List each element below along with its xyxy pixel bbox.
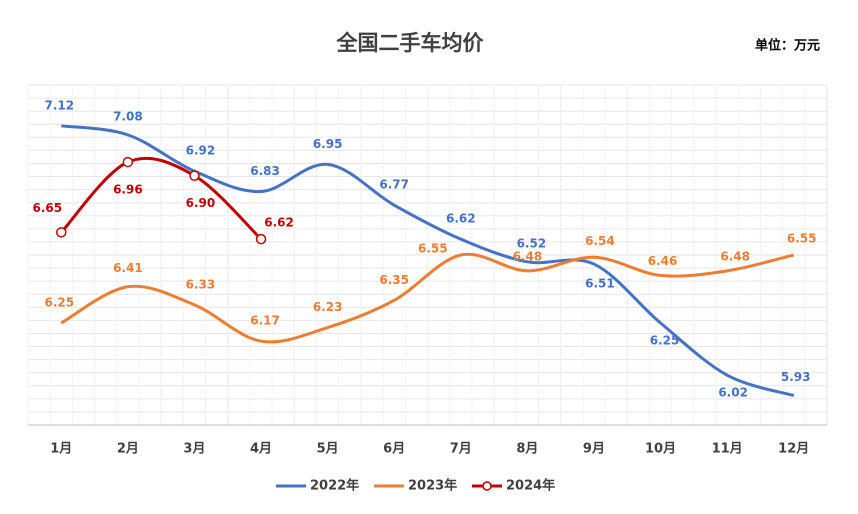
data-label: 7.12: [44, 98, 74, 112]
unit-note: 单位：万元: [755, 38, 820, 54]
data-label: 6.96: [113, 183, 143, 197]
data-label: 6.46: [648, 254, 678, 268]
data-label: 6.65: [32, 201, 62, 215]
data-label: 5.93: [781, 370, 811, 384]
legend-label: 2022年: [310, 478, 359, 494]
data-label: 6.55: [418, 242, 448, 256]
x-tick-label: 9月: [583, 442, 605, 457]
chart-title: 全国二手车均价: [336, 31, 485, 55]
data-label: 6.48: [513, 249, 543, 263]
x-tick-label: 8月: [516, 442, 538, 457]
series-line: [61, 124, 795, 397]
legend-marker: [482, 481, 492, 491]
x-tick-label: 10月: [645, 442, 676, 457]
data-label: 6.92: [186, 144, 216, 158]
x-tick-label: 5月: [317, 442, 339, 457]
data-label: 6.25: [44, 296, 74, 310]
marker: [122, 156, 134, 168]
data-label: 6.90: [186, 196, 216, 210]
data-label: 6.35: [379, 273, 409, 287]
data-label: 6.23: [313, 300, 343, 314]
x-tick-label: 11月: [712, 442, 743, 457]
series-line: [60, 156, 263, 241]
x-tick-label: 1月: [50, 442, 72, 457]
marker: [255, 233, 267, 245]
data-label: 7.08: [113, 109, 143, 123]
series-line: [60, 252, 795, 344]
legend-label: 2024年: [506, 478, 555, 494]
data-label: 6.52: [517, 236, 547, 250]
data-label: 6.33: [186, 277, 216, 291]
x-tick-label: 2月: [117, 442, 139, 457]
data-label: 6.48: [720, 249, 750, 263]
x-tick-label: 3月: [183, 442, 205, 457]
data-label: 6.02: [718, 386, 748, 400]
marker: [189, 170, 200, 181]
data-label: 6.77: [379, 178, 409, 192]
data-label: 6.62: [264, 216, 294, 230]
marker: [56, 227, 67, 238]
data-label: 6.41: [113, 261, 143, 275]
data-label: 6.62: [446, 212, 476, 226]
data-label: 6.55: [787, 232, 817, 246]
x-tick-label: 12月: [778, 442, 809, 457]
x-tick-label: 4月: [250, 442, 272, 457]
data-label: 6.51: [585, 277, 615, 291]
data-label: 6.25: [650, 334, 680, 348]
data-label: 6.83: [250, 164, 280, 178]
x-tick-label: 6月: [383, 442, 405, 457]
legend-label: 2023年: [408, 478, 457, 494]
data-label: 6.17: [250, 314, 280, 328]
data-label: 6.54: [585, 234, 615, 248]
x-tick-label: 7月: [450, 442, 472, 457]
data-label: 6.95: [313, 137, 343, 151]
